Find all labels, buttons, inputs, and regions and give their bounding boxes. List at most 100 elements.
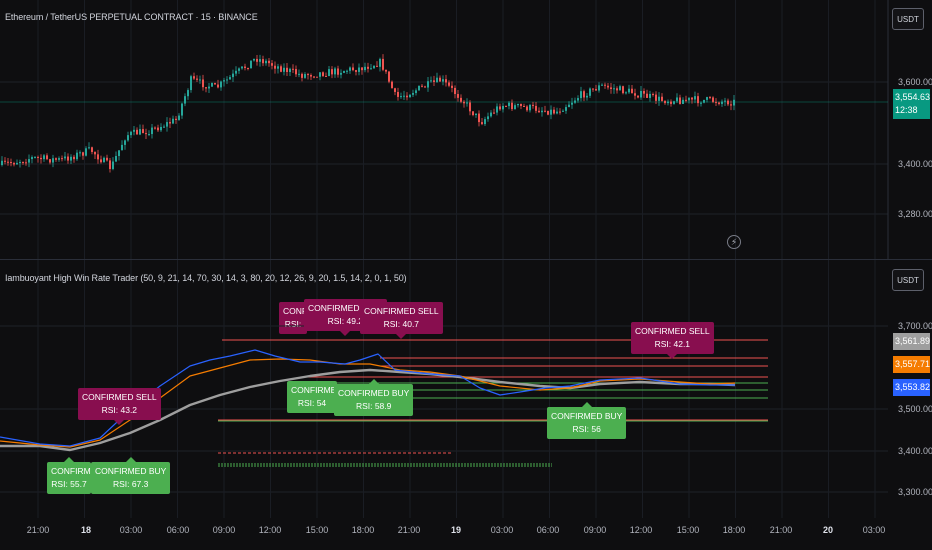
candle-body <box>697 96 699 104</box>
candle-body <box>535 105 537 111</box>
signal-title: CONFIRMED BUY <box>551 411 623 421</box>
candle-body <box>7 161 9 163</box>
candle-body <box>28 159 30 163</box>
signal-rsi: RSI: 55.7 <box>51 479 87 489</box>
signal-title: CONFIRMED SELL <box>82 392 157 402</box>
candle-body <box>706 97 708 100</box>
candle-body <box>34 156 36 158</box>
candle-body <box>109 160 111 170</box>
indicator-currency-button[interactable]: USDT <box>892 269 924 291</box>
candle-body <box>403 95 405 97</box>
candle-body <box>301 73 303 78</box>
buy-signal-label: CONFIRMED BI RSI: 55.7 <box>47 457 113 494</box>
candle-body <box>466 102 468 104</box>
candle-body <box>379 58 381 67</box>
candle-body <box>682 99 684 104</box>
candle-body <box>310 75 312 77</box>
candle-body <box>496 106 498 113</box>
candle-body <box>442 79 444 82</box>
signal-rsi: RSI: 40.7 <box>383 319 420 329</box>
candle-body <box>190 76 192 91</box>
last-price-value: 3,554.63 <box>895 92 931 102</box>
candle-body <box>595 89 597 91</box>
time-axis-label: 12:00 <box>629 525 653 535</box>
candle-body <box>514 105 516 110</box>
candle-body <box>721 101 723 104</box>
candle-body <box>25 162 27 164</box>
candle-body <box>601 84 603 86</box>
candle-body <box>67 156 69 161</box>
candle-body <box>583 91 585 98</box>
sell-signal-label: CONFIRMED SELL RSI: 43.2 <box>78 388 161 425</box>
candle-body <box>688 97 690 101</box>
candle-body <box>685 99 687 101</box>
candle-body <box>55 158 57 160</box>
signal-rsi: RSI: 67.3 <box>112 479 149 489</box>
candle-body <box>370 68 372 70</box>
candle-body <box>448 82 450 86</box>
candle-body <box>4 160 6 162</box>
candle-body <box>661 96 663 101</box>
candle-body <box>427 81 429 88</box>
candle-body <box>367 66 369 69</box>
time-axis-label: 09:00 <box>583 525 607 535</box>
candle-body <box>298 73 300 75</box>
candle-body <box>709 97 711 99</box>
candle-body <box>715 101 717 103</box>
candle-body <box>421 85 423 87</box>
indicator-axis-label: 3,400.00 <box>898 446 932 456</box>
time-axis-label: 21:00 <box>397 525 421 535</box>
time-axis-label: 12:00 <box>258 525 282 535</box>
candle-body <box>280 66 282 72</box>
candle-body <box>673 101 675 104</box>
candle-body <box>115 155 117 162</box>
candle-body <box>691 97 693 100</box>
candle-body <box>145 133 147 135</box>
candle-body <box>220 81 222 88</box>
currency-button[interactable]: USDT <box>892 8 924 30</box>
price-chart-pane[interactable] <box>0 0 932 260</box>
sell-signal-label: CONFIRMED SELL RSI: 42.1 <box>631 322 714 359</box>
candle-body <box>655 94 657 101</box>
indicator-axis-label: 3,300.00 <box>898 487 932 497</box>
candle-body <box>646 93 648 98</box>
indicator-axis-label: 3,700.00 <box>898 321 932 331</box>
candle-body <box>10 162 12 164</box>
candle-body <box>121 144 123 151</box>
candle-body <box>58 158 60 160</box>
indicator-title: Iambuoyant High Win Rate Trader (50, 9, … <box>5 273 407 283</box>
candle-body <box>214 83 216 85</box>
candle-body <box>265 60 267 64</box>
candle-body <box>430 80 432 82</box>
candle-body <box>91 147 93 152</box>
candle-body <box>649 93 651 98</box>
time-axis-label: 19 <box>450 525 462 535</box>
candle-body <box>355 70 357 72</box>
candle-body <box>526 106 528 111</box>
bar-countdown: 12:38 <box>895 105 918 115</box>
buy-signal-label: CONFIRMED BU RSI: 54 <box>287 381 337 413</box>
candle-body <box>151 127 153 135</box>
signal-title: CONFIRMED BUY <box>338 388 410 398</box>
candle-body <box>391 81 393 89</box>
candle-body <box>247 67 249 69</box>
candle-body <box>610 87 612 89</box>
candle-body <box>628 88 630 93</box>
candle-body <box>334 68 336 75</box>
candle-body <box>604 84 606 86</box>
signal-title: CONFIRMED SELL <box>635 326 710 336</box>
candle-body <box>307 74 309 76</box>
candle-body <box>493 112 495 114</box>
buy-signal-label: CONFIRMED BUY RSI: 58.9 <box>334 379 414 416</box>
candle-body <box>289 68 291 73</box>
candle-body <box>397 91 399 97</box>
candle-body <box>262 59 264 64</box>
time-axis-label: 03:00 <box>490 525 514 535</box>
candle-body <box>436 77 438 83</box>
last-price-tag: 3,554.63 12:38 <box>893 89 930 119</box>
candle-body <box>169 122 171 124</box>
lightning-icon[interactable]: ⚡ <box>727 235 741 249</box>
candle-body <box>547 110 549 115</box>
pane-separator[interactable] <box>0 259 932 260</box>
buy-signal-label: CONFIRMED BUY RSI: 67.3 <box>91 457 171 494</box>
